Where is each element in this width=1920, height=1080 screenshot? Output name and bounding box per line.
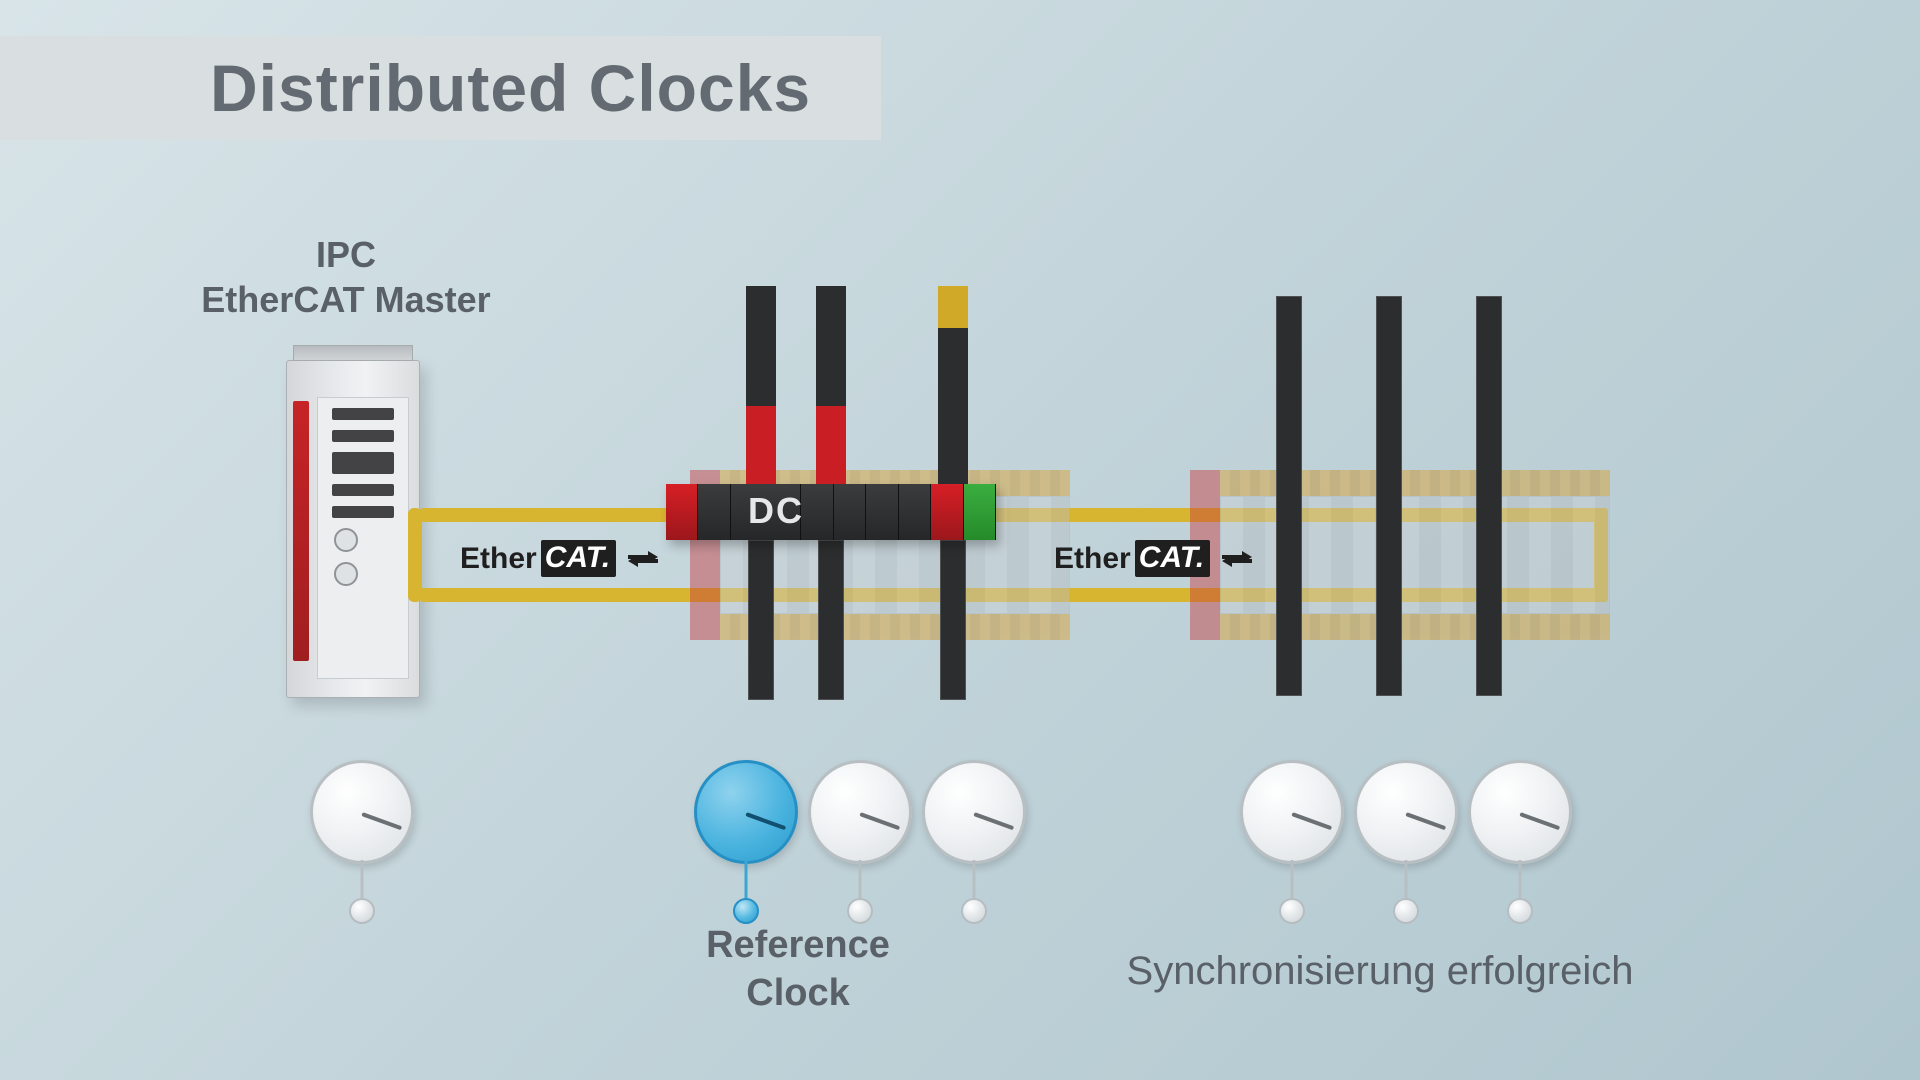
clock-icon bbox=[808, 760, 912, 864]
reference-clock-label: ReferenceClock bbox=[668, 922, 928, 1017]
sync-status-label: Synchronisierung erfolgreich bbox=[1060, 946, 1700, 996]
clock-icon bbox=[922, 760, 1026, 864]
dc-label: DC bbox=[748, 490, 804, 532]
page-title: Distributed Clocks bbox=[210, 50, 811, 126]
terminal-column bbox=[748, 540, 774, 700]
clock-icon bbox=[1354, 760, 1458, 864]
dc-column bbox=[938, 286, 968, 484]
terminal-column bbox=[818, 540, 844, 700]
terminal-column bbox=[1276, 296, 1302, 696]
reference-clock-icon bbox=[694, 760, 798, 864]
title-bar: Distributed Clocks bbox=[0, 36, 881, 140]
ipc-device bbox=[286, 360, 420, 698]
clock-icon bbox=[1468, 760, 1572, 864]
terminal-column bbox=[1476, 296, 1502, 696]
dc-column bbox=[816, 286, 846, 484]
ethercat-logo: EtherCAT. bbox=[1054, 540, 1254, 577]
clock-icon bbox=[1240, 760, 1344, 864]
ipc-master-label: IPCEtherCAT Master bbox=[166, 232, 526, 322]
clock-icon bbox=[310, 760, 414, 864]
dc-column bbox=[746, 286, 776, 484]
dc-block: DC bbox=[666, 484, 996, 540]
ethercat-logo: EtherCAT. bbox=[460, 540, 660, 577]
terminal-column bbox=[1376, 296, 1402, 696]
terminal-column bbox=[940, 540, 966, 700]
